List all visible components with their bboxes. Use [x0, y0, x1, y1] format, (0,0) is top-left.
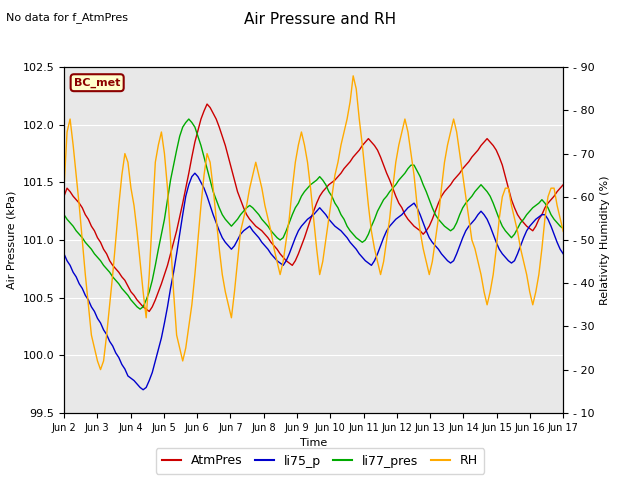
Y-axis label: Air Pressure (kPa): Air Pressure (kPa) — [7, 191, 17, 289]
X-axis label: Time: Time — [300, 438, 327, 448]
Text: BC_met: BC_met — [74, 78, 120, 88]
Y-axis label: Relativity Humidity (%): Relativity Humidity (%) — [600, 175, 610, 305]
Text: Air Pressure and RH: Air Pressure and RH — [244, 12, 396, 27]
Legend: AtmPres, li75_p, li77_pres, RH: AtmPres, li75_p, li77_pres, RH — [156, 448, 484, 474]
Text: No data for f_AtmPres: No data for f_AtmPres — [6, 12, 129, 23]
